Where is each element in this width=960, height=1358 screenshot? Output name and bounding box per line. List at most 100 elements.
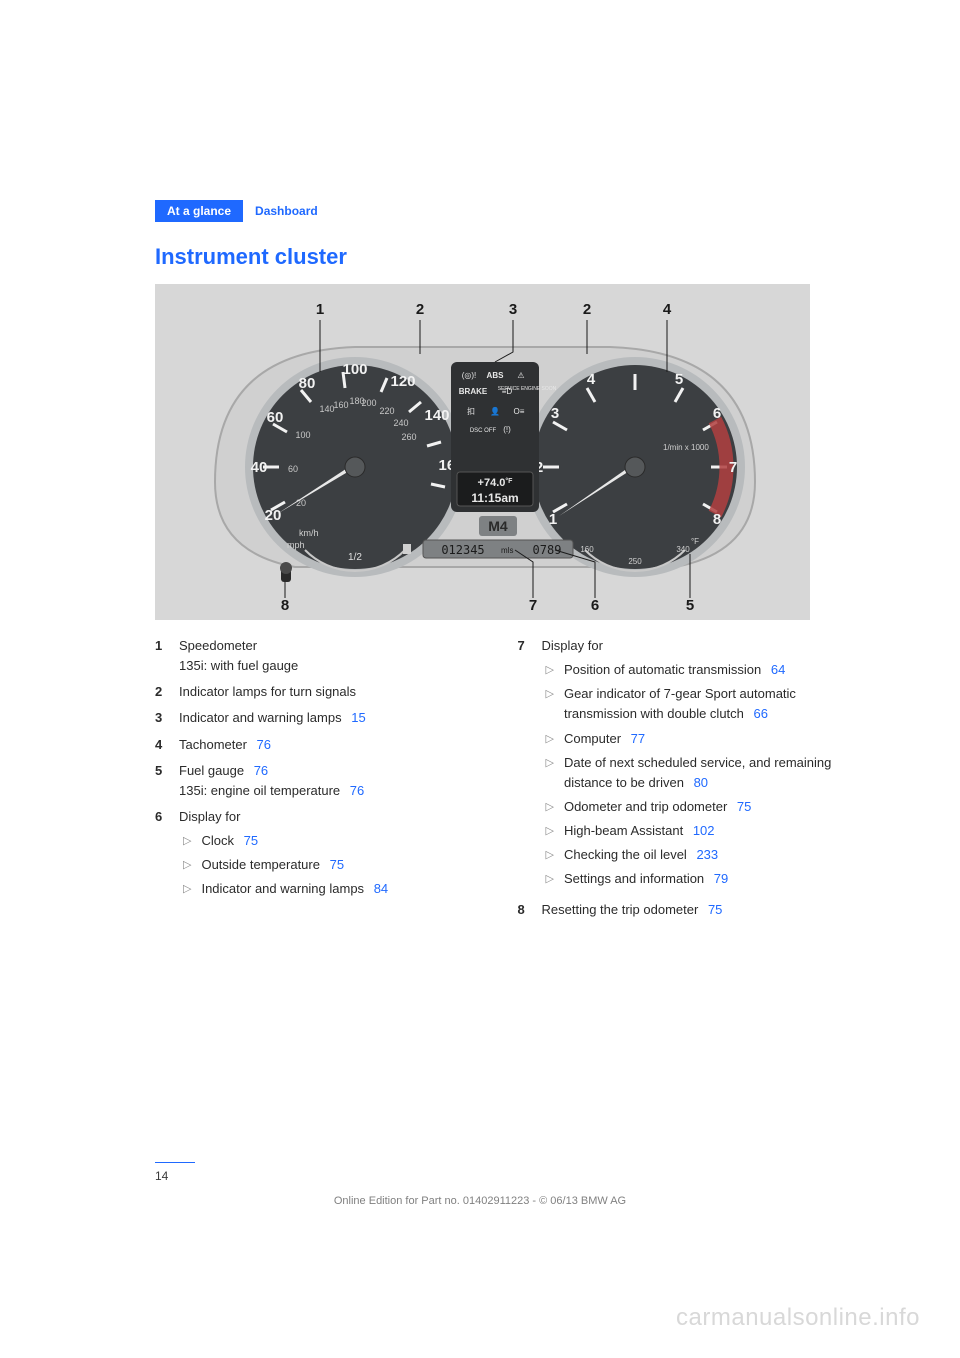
legend-number: 4: [155, 735, 169, 755]
svg-text:SERVICE ENGINE SOON: SERVICE ENGINE SOON: [498, 386, 557, 392]
svg-text:ABS: ABS: [487, 371, 505, 380]
page-ref-link[interactable]: 79: [714, 871, 728, 886]
svg-text:⚠: ⚠: [517, 371, 524, 380]
page-ref-link[interactable]: 102: [693, 823, 715, 838]
page-ref-link[interactable]: 75: [244, 833, 258, 848]
svg-text:7: 7: [529, 597, 537, 612]
legend-text: Indicator lamps for turn signals: [179, 684, 356, 699]
page-ref-link[interactable]: 80: [694, 775, 708, 790]
triangle-icon: ▷: [546, 729, 554, 749]
svg-text:260: 260: [401, 432, 416, 442]
legend-item: 1 Speedometer 135i: with fuel gauge: [155, 636, 478, 676]
svg-text:60: 60: [288, 464, 298, 474]
legend-item: 2 Indicator lamps for turn signals: [155, 682, 478, 702]
svg-text:120: 120: [390, 373, 415, 390]
legend-text: Fuel gauge: [179, 763, 244, 778]
legend-item: 7 Display for ▷ Position of automatic tr…: [518, 636, 841, 894]
page-number: 14: [155, 1162, 195, 1183]
page-ref-link[interactable]: 76: [257, 737, 271, 752]
page-ref-link[interactable]: 77: [631, 731, 645, 746]
svg-text:140: 140: [424, 407, 449, 424]
svg-text:60: 60: [267, 409, 284, 426]
tab-at-a-glance: At a glance: [155, 200, 243, 222]
legend-left-column: 1 Speedometer 135i: with fuel gauge 2 In…: [155, 636, 478, 926]
legend-sub: Indicator and warning lamps: [201, 881, 364, 896]
svg-text:100: 100: [295, 430, 310, 440]
legend-sub: Checking the oil level: [564, 847, 687, 862]
page-ref-link[interactable]: 66: [754, 706, 768, 721]
legend-text: Resetting the trip odometer: [542, 902, 699, 917]
svg-text:mph: mph: [287, 540, 305, 550]
svg-text:3: 3: [551, 405, 559, 422]
svg-text:8: 8: [713, 511, 721, 528]
svg-text:11:15am: 11:15am: [471, 491, 518, 505]
legend-subtext: 135i: engine oil temperature: [179, 783, 340, 798]
svg-text:(!): (!): [503, 425, 511, 434]
legend-subtext: 135i: with fuel gauge: [179, 658, 298, 673]
legend-number: 6: [155, 807, 169, 904]
svg-text:2: 2: [416, 301, 424, 318]
legend: 1 Speedometer 135i: with fuel gauge 2 In…: [155, 636, 840, 926]
svg-text:7: 7: [729, 459, 737, 476]
svg-text:1/min x 1000: 1/min x 1000: [663, 443, 709, 452]
page-ref-link[interactable]: 75: [737, 799, 751, 814]
svg-text:0789: 0789: [533, 543, 562, 557]
triangle-icon: ▷: [546, 869, 554, 889]
page-ref-link[interactable]: 64: [771, 662, 785, 677]
legend-number: 2: [155, 682, 169, 702]
triangle-icon: ▷: [546, 753, 554, 793]
legend-number: 1: [155, 636, 169, 676]
legend-text: Display for: [542, 638, 603, 653]
svg-text:340: 340: [676, 545, 690, 554]
page-ref-link[interactable]: 75: [330, 857, 344, 872]
legend-number: 5: [155, 761, 169, 801]
svg-text:5: 5: [686, 597, 694, 612]
legend-item: 5 Fuel gauge 76 135i: engine oil tempera…: [155, 761, 478, 801]
svg-text:BRAKE: BRAKE: [459, 387, 488, 396]
svg-text:M4: M4: [488, 518, 508, 534]
tab-dashboard: Dashboard: [243, 200, 330, 222]
triangle-icon: ▷: [183, 831, 191, 851]
page-ref-link[interactable]: 15: [351, 710, 365, 725]
svg-text:160: 160: [333, 400, 348, 410]
svg-text:200: 200: [361, 398, 376, 408]
triangle-icon: ▷: [546, 797, 554, 817]
svg-text:扣: 扣: [467, 406, 475, 416]
legend-text: Speedometer: [179, 638, 257, 653]
svg-text:6: 6: [713, 405, 721, 422]
page-ref-link[interactable]: 76: [254, 763, 268, 778]
page-ref-link[interactable]: 233: [696, 847, 718, 862]
legend-item: 8 Resetting the trip odometer 75: [518, 900, 841, 920]
svg-text:👤: 👤: [490, 406, 500, 416]
legend-text: Indicator and warning lamps: [179, 710, 342, 725]
triangle-icon: ▷: [183, 879, 191, 899]
triangle-icon: ▷: [546, 821, 554, 841]
legend-number: 7: [518, 636, 532, 894]
svg-text:km/h: km/h: [299, 528, 319, 538]
svg-text:1: 1: [549, 511, 557, 528]
svg-text:O≡: O≡: [514, 407, 525, 416]
page-ref-link[interactable]: 76: [350, 783, 364, 798]
svg-text:DSC OFF: DSC OFF: [470, 428, 497, 434]
svg-text:012345: 012345: [441, 543, 484, 557]
svg-text:100: 100: [342, 361, 367, 378]
page-ref-link[interactable]: 84: [374, 881, 388, 896]
triangle-icon: ▷: [546, 845, 554, 865]
svg-text:2: 2: [583, 301, 591, 318]
footer-edition: Online Edition for Part no. 01402911223 …: [0, 1195, 960, 1207]
triangle-icon: ▷: [546, 660, 554, 680]
triangle-icon: ▷: [546, 684, 554, 724]
svg-text:4: 4: [587, 371, 596, 388]
page-ref-link[interactable]: 75: [708, 902, 722, 917]
legend-sub: Position of automatic transmission: [564, 662, 761, 677]
legend-sub: Clock: [201, 833, 234, 848]
svg-text:5: 5: [675, 371, 683, 388]
triangle-icon: ▷: [183, 855, 191, 875]
svg-text:3: 3: [509, 301, 517, 318]
svg-text:(◎)!: (◎)!: [462, 371, 477, 380]
legend-number: 3: [155, 708, 169, 728]
svg-text:1/2: 1/2: [348, 552, 362, 563]
svg-text:250: 250: [628, 557, 642, 566]
legend-item: 4 Tachometer 76: [155, 735, 478, 755]
legend-sub: Computer: [564, 731, 621, 746]
